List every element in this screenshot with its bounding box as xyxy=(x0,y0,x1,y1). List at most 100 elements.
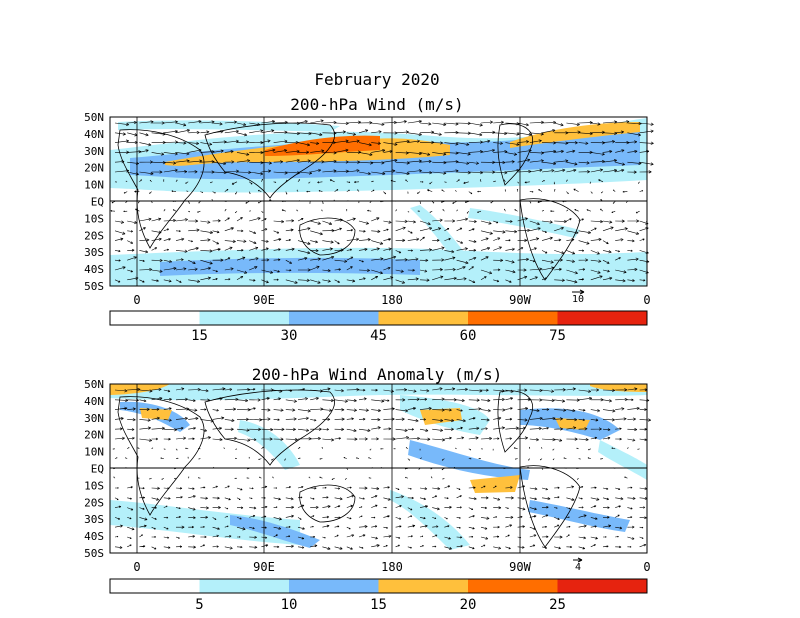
wind-vector-arrow xyxy=(322,408,333,412)
wind-vector-arrow xyxy=(371,487,380,491)
wind-vector-arrow xyxy=(480,256,489,261)
wind-vector-arrow xyxy=(188,210,191,213)
wind-vector-arrow xyxy=(456,418,466,423)
wind-vector-arrow xyxy=(380,448,384,450)
wind-vector-arrow xyxy=(249,210,251,212)
wind-vector-arrow xyxy=(566,238,575,242)
wind-vector-arrow xyxy=(552,458,555,461)
wind-vector-arrow xyxy=(322,229,335,233)
wind-vector-arrow xyxy=(322,387,331,391)
colorbar-swatch xyxy=(557,579,647,593)
wind-vector-arrow xyxy=(590,227,597,232)
wind-vector-arrow xyxy=(578,141,589,145)
map-frame xyxy=(109,116,648,287)
anomaly-vectors xyxy=(112,387,652,550)
wind-vector-arrow xyxy=(200,389,209,393)
wind-vector-arrow xyxy=(127,436,135,440)
wind-vector-arrow xyxy=(407,389,417,393)
wind-vector-arrow xyxy=(479,179,482,182)
wind-vector-arrow xyxy=(480,544,486,548)
wind-vector-arrow xyxy=(139,250,149,254)
wind-vector-arrow xyxy=(285,544,294,548)
wind-vector-arrow xyxy=(175,218,188,222)
wind-vector-arrow xyxy=(175,179,178,182)
wind-vector-arrow xyxy=(468,132,483,137)
wind-vector-arrow xyxy=(358,129,369,134)
wind-vector-arrow xyxy=(566,408,576,413)
wind-vector-arrow xyxy=(405,476,408,479)
wind-vector-arrow xyxy=(468,219,477,223)
wind-vector-arrow xyxy=(517,217,528,222)
wind-vector-arrow xyxy=(188,148,202,153)
wind-vector-arrow xyxy=(212,506,221,510)
wind-vector-arrow xyxy=(175,545,183,548)
wind-vector-arrow xyxy=(615,269,627,274)
wind-vector-arrow xyxy=(590,259,602,263)
wind-vector-arrow xyxy=(212,387,226,391)
wind-vector-arrow xyxy=(589,181,592,184)
wind-vector-arrow xyxy=(114,237,124,241)
wind-vector-arrow xyxy=(541,169,555,173)
wind-vector-arrow xyxy=(139,389,153,393)
colorbar-swatch xyxy=(557,311,647,325)
wind-vector-arrow xyxy=(151,526,156,530)
wind-vector-arrow xyxy=(456,152,471,156)
wind-vector-arrow xyxy=(566,191,569,195)
wind-vector-arrow xyxy=(419,269,428,273)
wind-vector-arrow xyxy=(151,486,160,490)
wind-vector-arrow xyxy=(112,448,116,450)
wind-vector-arrow xyxy=(468,546,475,550)
wind-vector-arrow xyxy=(432,268,443,272)
wind-vector-arrow xyxy=(419,278,430,282)
wind-vector-arrow xyxy=(163,129,178,134)
wind-vector-arrow xyxy=(602,150,613,154)
wind-vector-arrow xyxy=(297,517,302,520)
wind-vector-arrow xyxy=(444,387,456,391)
wind-vector-arrow xyxy=(456,387,468,392)
wind-vector-arrow xyxy=(600,458,604,460)
wind-vector-arrow xyxy=(163,397,172,401)
wind-vector-arrow xyxy=(578,546,586,550)
wind-vector-arrow xyxy=(249,257,259,261)
wind-vector-arrow xyxy=(151,517,157,520)
wind-vector-arrow xyxy=(541,250,548,254)
wind-vector-arrow xyxy=(554,427,564,431)
wind-vector-arrow xyxy=(395,536,401,539)
wind-vector-arrow xyxy=(175,230,181,233)
wind-vector-arrow xyxy=(114,505,122,509)
wind-vector-arrow xyxy=(249,246,259,251)
wind-vector-arrow xyxy=(249,388,256,391)
wind-vector-arrow xyxy=(188,437,195,441)
wind-vector-arrow xyxy=(297,142,311,147)
wind-vector-arrow xyxy=(639,506,646,509)
wind-vector-arrow xyxy=(566,218,572,222)
wind-vector-arrow xyxy=(334,437,341,440)
wind-vector-arrow xyxy=(480,220,492,225)
wind-vector-arrow xyxy=(407,119,422,124)
wind-vector-arrow xyxy=(188,159,203,163)
wind-vector-arrow xyxy=(248,191,251,195)
lat-label: 20N xyxy=(84,162,104,175)
wind-vector-arrow xyxy=(200,419,214,423)
wind-vector-arrow xyxy=(139,267,153,272)
wind-vector-arrow xyxy=(441,468,445,471)
wind-vector-arrow xyxy=(395,398,406,402)
wind-vector-arrow xyxy=(310,279,321,284)
wind-vector-arrow xyxy=(541,180,545,183)
wind-vector-arrow xyxy=(566,516,570,518)
wind-vector-arrow xyxy=(200,436,211,440)
wind-vector-arrow xyxy=(224,436,238,441)
wind-vector-arrow xyxy=(151,230,162,234)
wind-vector-arrow xyxy=(468,248,477,252)
wind-vector-arrow xyxy=(371,217,380,222)
wind-vector-arrow xyxy=(432,534,438,538)
wind-vector-arrow xyxy=(346,534,355,538)
wind-vector-arrow xyxy=(346,486,352,489)
wind-vector-arrow xyxy=(578,268,586,271)
wind-vector-arrow xyxy=(444,536,451,540)
wind-vector-arrow xyxy=(541,210,544,212)
wind-vector-arrow xyxy=(273,437,284,441)
wind-vector-arrow xyxy=(322,536,326,539)
wind-vector-arrow xyxy=(285,417,297,421)
wind-vector-arrow xyxy=(123,191,128,194)
